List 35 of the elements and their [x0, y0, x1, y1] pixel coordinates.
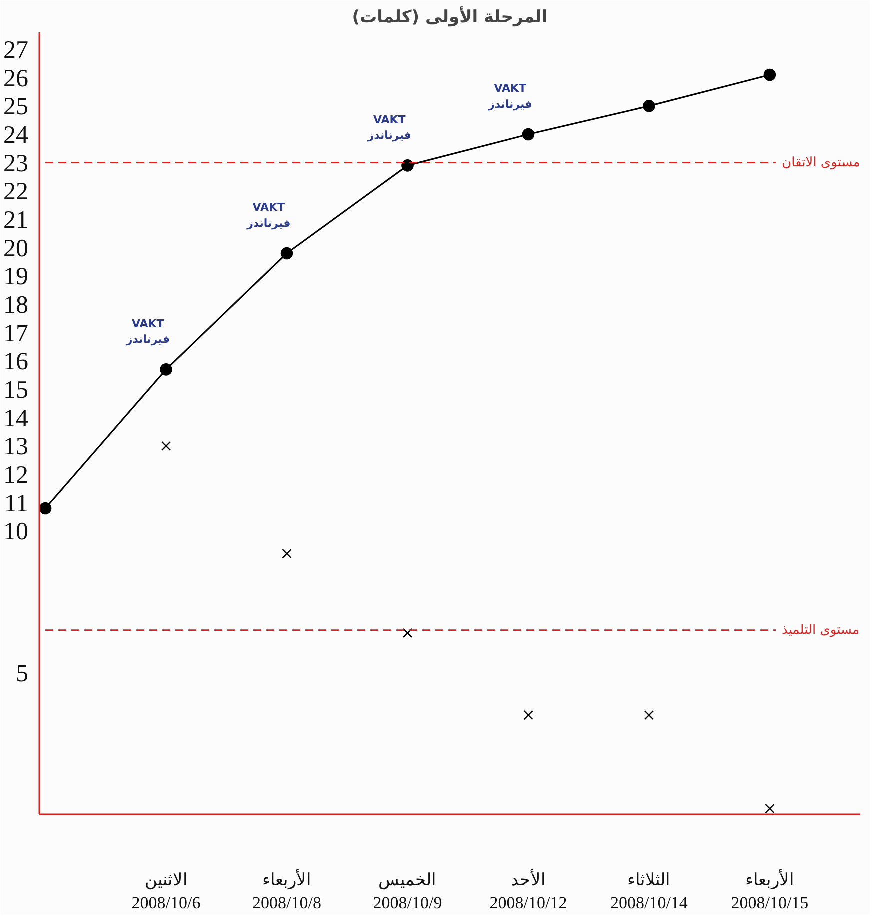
point — [524, 710, 534, 720]
y-tick-label: 10 — [4, 518, 28, 546]
ref-line-label: مستوى التلميذ — [782, 622, 860, 638]
point — [402, 628, 413, 638]
y-tick-label: 17 — [4, 320, 28, 348]
y-tick-label: 20 — [4, 235, 28, 262]
chart-title: المرحلة الأولى (كلمات) — [352, 6, 548, 28]
point — [40, 502, 52, 515]
point — [644, 710, 654, 720]
y-tick-label: 27 — [4, 37, 28, 64]
y-tick-label: 21 — [4, 207, 28, 234]
point — [765, 804, 775, 814]
y-tick-label: 5 — [16, 660, 28, 688]
point — [280, 247, 294, 260]
y-tick-label: 11 — [4, 490, 29, 518]
point — [161, 441, 172, 452]
y-tick-label: 12 — [4, 462, 28, 489]
y-tick-label: 13 — [4, 434, 28, 461]
y-tick-label: 16 — [4, 348, 28, 376]
y-tick-label: 22 — [4, 178, 28, 206]
point — [764, 68, 776, 82]
y-tick-label: 26 — [4, 65, 28, 92]
point — [643, 100, 656, 112]
y-tick-label: 15 — [4, 377, 28, 404]
y-tick-label: 14 — [4, 405, 29, 432]
y-tick-label: 24 — [4, 122, 29, 149]
y-tick-label: 19 — [4, 264, 28, 291]
point — [402, 160, 414, 172]
point — [282, 548, 292, 559]
y-tick-label: 25 — [4, 94, 28, 121]
point — [522, 128, 535, 141]
y-tick-label: 23 — [4, 150, 28, 178]
ref-line-label: مستوى الاتقان — [782, 155, 860, 170]
y-tick-label: 18 — [4, 292, 28, 319]
point — [160, 364, 172, 376]
